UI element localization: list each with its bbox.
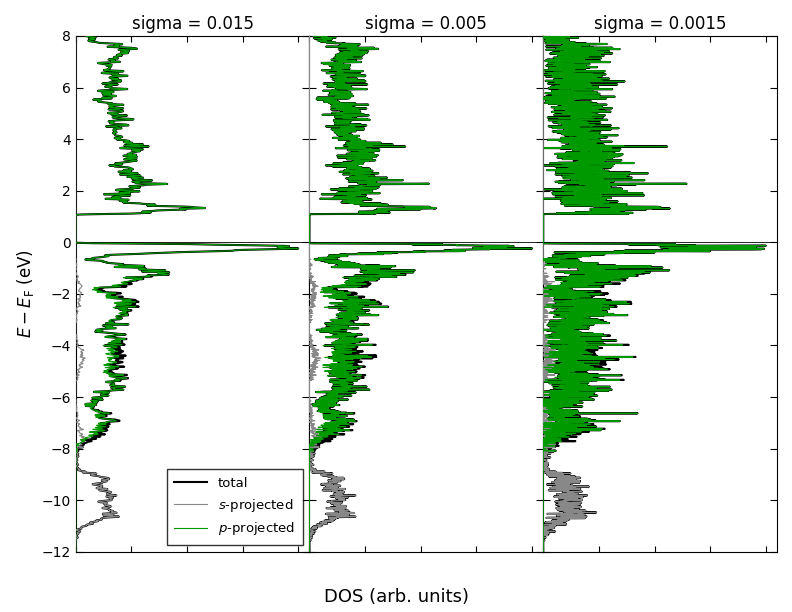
Title: sigma = 0.0015: sigma = 0.0015: [594, 15, 726, 33]
Title: sigma = 0.015: sigma = 0.015: [131, 15, 253, 33]
Y-axis label: $E - E_{\mathrm{F}}$ (eV): $E - E_{\mathrm{F}}$ (eV): [15, 249, 36, 338]
Text: DOS (arb. units): DOS (arb. units): [323, 588, 469, 606]
Legend: total, $s$-projected, $p$-projected: total, $s$-projected, $p$-projected: [166, 469, 303, 545]
Title: sigma = 0.005: sigma = 0.005: [365, 15, 487, 33]
